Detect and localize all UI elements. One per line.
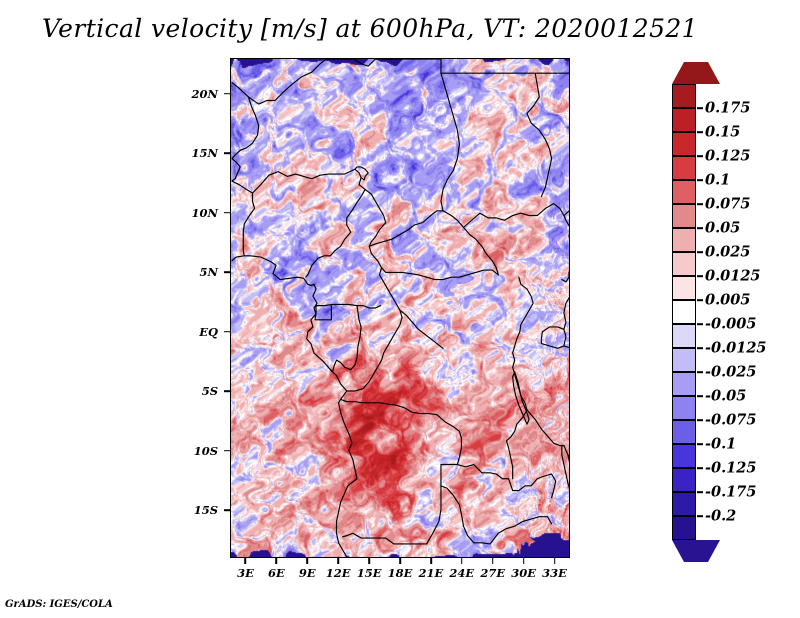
x-axis-tick	[553, 558, 556, 564]
x-axis-tick	[337, 558, 339, 564]
colorbar-tick	[697, 131, 703, 133]
colorbar-tick	[697, 419, 703, 421]
colorbar-label: -0.1	[705, 435, 737, 453]
y-axis-tick	[224, 92, 230, 95]
colorbar-swatch	[672, 492, 696, 516]
x-axis-tick	[306, 558, 309, 564]
colorbar-label: -0.2	[705, 507, 737, 525]
colorbar-label: 0.0125	[705, 267, 761, 285]
colorbar-tick	[697, 179, 703, 181]
x-axis-tick	[491, 558, 494, 564]
colorbar-label: 0.15	[705, 123, 741, 141]
colorbar-tick	[697, 323, 703, 325]
colorbar-label: -0.125	[705, 459, 757, 477]
colorbar-label: -0.025	[705, 363, 757, 381]
colorbar-swatch	[672, 516, 696, 540]
colorbar-swatch	[672, 156, 696, 180]
colorbar-label: -0.175	[705, 483, 757, 501]
colorbar-label: 0.1	[705, 171, 731, 189]
colorbar-swatch	[672, 252, 696, 276]
x-axis-label-6e: 6E	[267, 566, 285, 580]
colorbar-swatch	[672, 228, 696, 252]
colorbar-under-arrow-icon	[672, 540, 720, 562]
x-axis-tick	[430, 558, 432, 564]
colorbar-tick	[697, 227, 703, 229]
x-axis-label-18e: 18E	[387, 566, 413, 580]
y-axis-tick	[224, 450, 230, 452]
x-axis-tick	[244, 558, 247, 564]
colorbar-swatch	[672, 468, 696, 492]
colorbar-swatch	[672, 84, 696, 108]
colorbar-swatch	[672, 300, 696, 324]
colorbar-label: 0.005	[705, 291, 751, 309]
colorbar-label: 0.025	[705, 243, 751, 261]
colorbar-swatch	[672, 420, 696, 444]
colorbar-tick	[697, 443, 703, 445]
x-axis-label-33e: 33E	[542, 566, 567, 580]
x-axis-tick	[399, 558, 401, 564]
colorbar-swatch	[672, 444, 696, 468]
y-axis-label-5s: 5S	[201, 384, 218, 399]
x-axis-tick	[275, 558, 278, 564]
y-axis-label-15n: 15N	[191, 146, 218, 161]
colorbar-over-arrow-icon	[672, 62, 720, 84]
y-axis-tick	[224, 211, 230, 214]
y-axis-tick	[224, 152, 230, 155]
x-axis-label-30e: 30E	[511, 566, 537, 580]
colorbar-tick	[697, 107, 703, 109]
colorbar-tick	[697, 371, 703, 373]
y-axis-tick	[224, 331, 230, 333]
y-axis-label-eq: EQ	[199, 324, 218, 339]
y-axis-tick	[224, 509, 230, 512]
y-axis-tick	[224, 271, 230, 274]
colorbar-swatch	[672, 324, 696, 348]
y-axis-tick	[224, 390, 230, 393]
colorbar-tick	[697, 203, 703, 205]
y-axis-label-20n: 20N	[191, 86, 218, 101]
colorbar-label: -0.05	[705, 387, 747, 405]
y-axis-label-15s: 15S	[193, 503, 218, 518]
map-plot-area	[230, 58, 570, 558]
colorbar-label: -0.005	[705, 315, 757, 333]
colorbar-label: 0.05	[705, 219, 741, 237]
colorbar-swatch	[672, 276, 696, 300]
y-axis-label-10s: 10S	[193, 443, 218, 458]
colorbar-swatch	[672, 396, 696, 420]
colorbar-label: 0.075	[705, 195, 751, 213]
colorbar-swatch	[672, 348, 696, 372]
colorbar-swatch	[672, 108, 696, 132]
colorbar-label: 0.125	[705, 147, 751, 165]
colorbar-tick	[697, 515, 703, 517]
vertical-velocity-heatmap	[231, 59, 569, 557]
x-axis-label-12e: 12E	[325, 566, 351, 580]
x-axis-label-15e: 15E	[356, 566, 382, 580]
colorbar-label: -0.075	[705, 411, 757, 429]
colorbar-swatch	[672, 180, 696, 204]
x-axis-label-9e: 9E	[298, 566, 316, 580]
colorbar-tick	[697, 395, 703, 397]
colorbar-tick	[697, 347, 703, 349]
grads-credit: GrADS: IGES/COLA	[5, 599, 113, 610]
colorbar-swatch	[672, 204, 696, 228]
colorbar-tick	[697, 251, 703, 253]
colorbar-tick	[697, 299, 703, 301]
colorbar-tick	[697, 491, 703, 493]
x-axis-tick	[368, 558, 370, 564]
colorbar-swatch	[672, 132, 696, 156]
colorbar-label: 0.175	[705, 99, 751, 117]
colorbar-tick	[697, 275, 703, 277]
x-axis-tick	[461, 558, 463, 564]
colorbar-swatch	[672, 372, 696, 396]
colorbar-tick	[697, 467, 703, 469]
x-axis-tick	[522, 558, 525, 564]
y-axis-label-5n: 5N	[199, 265, 218, 280]
x-axis-label-21e: 21E	[418, 566, 444, 580]
x-axis-label-24e: 24E	[449, 566, 475, 580]
x-axis-label-27e: 27E	[480, 566, 506, 580]
y-axis-label-10n: 10N	[191, 205, 218, 220]
colorbar-label: -0.0125	[705, 339, 767, 357]
colorbar-tick	[697, 155, 703, 157]
page-title: Vertical velocity [m/s] at 600hPa, VT: 2…	[42, 14, 698, 43]
x-axis-label-3e: 3E	[237, 566, 254, 580]
